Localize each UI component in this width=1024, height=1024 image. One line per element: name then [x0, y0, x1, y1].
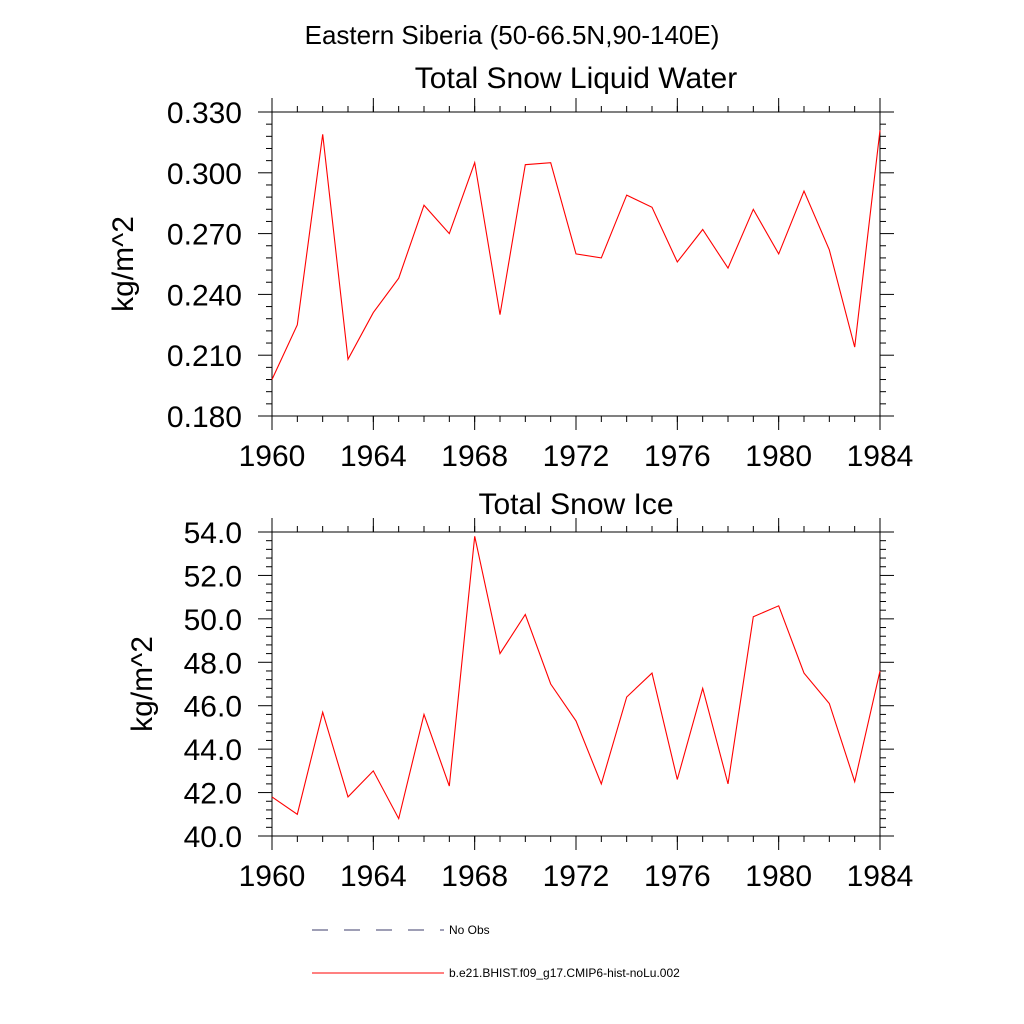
y-tick-label: 48.0	[184, 647, 242, 680]
y-tick-label: 0.240	[167, 279, 242, 312]
y-tick-label: 0.270	[167, 219, 242, 252]
series-line	[271, 130, 881, 380]
x-tick-label: 1980	[745, 440, 812, 473]
legend: No Obs b.e21.BHIST.f09_g17.CMIP6-hist-no…	[312, 923, 680, 980]
x-tick-label: 1960	[239, 440, 306, 473]
x-tick-label: 1976	[644, 860, 711, 893]
y-tick-label: 0.330	[167, 97, 242, 130]
y-tick-label: 52.0	[184, 560, 242, 593]
legend-label-model: b.e21.BHIST.f09_g17.CMIP6-hist-noLu.002	[449, 966, 680, 980]
x-tick-label: 1984	[847, 440, 914, 473]
chart-title: Total Snow Ice	[478, 488, 673, 521]
x-tick-label: 1964	[340, 860, 407, 893]
x-tick-label: 1972	[543, 440, 610, 473]
x-tick-label: 1984	[847, 860, 914, 893]
figure-suptitle: Eastern Siberia (50-66.5N,90-140E)	[305, 20, 720, 50]
x-tick-label: 1972	[543, 860, 610, 893]
x-tick-label: 1976	[644, 440, 711, 473]
y-tick-label: 0.300	[167, 158, 242, 191]
x-tick-label: 1960	[239, 860, 306, 893]
panel-snow-ice: Total Snow Ice kg/m^2 1960 1964 1968 1972 1976…	[126, 488, 913, 893]
panel-snow-liquid-water: Total Snow Liquid Water kg/m^2 1960 1964 196…	[107, 62, 913, 473]
x-tick-label: 1968	[441, 860, 508, 893]
y-tick-label: 50.0	[184, 604, 242, 637]
x-tick-label: 1968	[441, 440, 508, 473]
y-tick-label: 40.0	[184, 821, 242, 854]
y-tick-label: 46.0	[184, 691, 242, 724]
plot-frame	[271, 111, 881, 417]
y-tick-label: 0.210	[167, 340, 242, 373]
legend-label-no-obs: No Obs	[449, 923, 490, 937]
y-tick-label: 54.0	[184, 517, 242, 550]
y-tick-label: 42.0	[184, 778, 242, 811]
chart-title: Total Snow Liquid Water	[415, 62, 737, 95]
y-axis-label: kg/m^2	[126, 636, 159, 732]
x-tick-label: 1980	[745, 860, 812, 893]
x-tick-label: 1964	[340, 440, 407, 473]
series-line	[271, 536, 881, 821]
plot-frame	[271, 531, 881, 837]
y-tick-label: 0.180	[167, 401, 242, 434]
y-tick-label: 44.0	[184, 734, 242, 767]
y-axis-label: kg/m^2	[107, 216, 140, 312]
